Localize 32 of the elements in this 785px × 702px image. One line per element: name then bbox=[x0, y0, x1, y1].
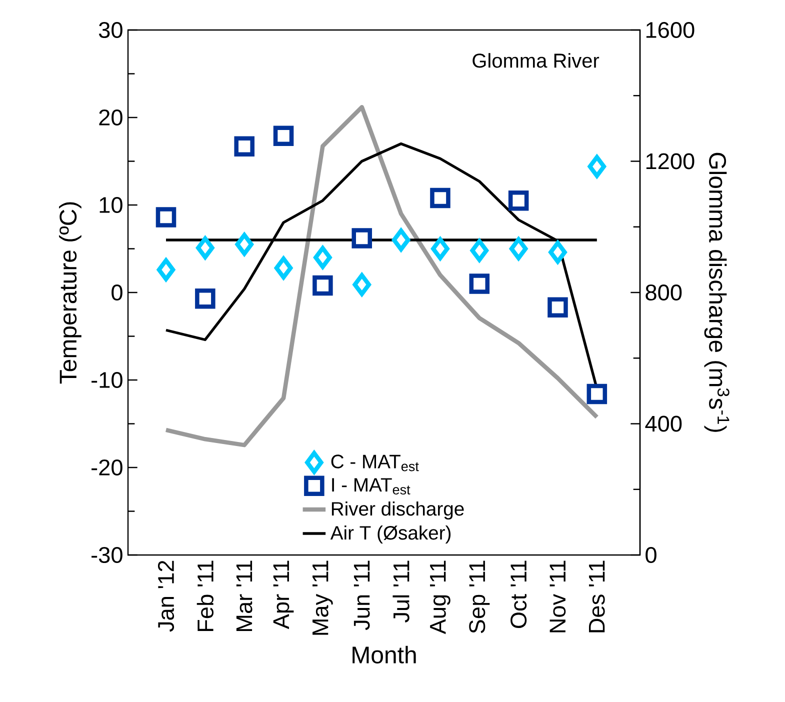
x-tick-label: Oct '11 bbox=[510, 560, 527, 628]
y2-tick-label: 400 bbox=[645, 416, 682, 432]
y-tick-label: -30 bbox=[92, 546, 122, 564]
y-tick-label: 10 bbox=[100, 196, 122, 214]
legend-label: River discharge bbox=[332, 501, 464, 520]
y-axis-title: Temperature (ºC) bbox=[59, 202, 82, 384]
x-tick-label: Feb '11 bbox=[196, 560, 214, 632]
y2-tick-label: 0 bbox=[646, 546, 656, 564]
x-tick-label: May '11 bbox=[312, 560, 333, 635]
legend-label: C - MAT$_{est}$ bbox=[331, 454, 419, 472]
y-tick-label: -20 bbox=[92, 459, 122, 476]
y2-tick-label: 1200 bbox=[646, 153, 694, 170]
x-tick-label: Sep '11 bbox=[469, 560, 490, 634]
legend-label: I - MAT$_{est}$ bbox=[332, 478, 410, 494]
x-tick-label: Aug '11 bbox=[430, 560, 450, 634]
y2-tick-label: 1600 bbox=[646, 22, 694, 38]
y-tick-label: 30 bbox=[98, 22, 122, 38]
x-tick-label: Des '11 bbox=[588, 560, 605, 632]
x-tick-label: Mar '11 bbox=[236, 560, 252, 632]
text: Glomma River bbox=[472, 53, 600, 68]
y2-axis-title: Glomma discharge (m$^{3}$s$^{-1}$) bbox=[704, 152, 730, 432]
y2-tick-label: 800 bbox=[646, 284, 682, 301]
y-tick-label: -10 bbox=[92, 372, 122, 388]
x-tick-label: Apr '11 bbox=[273, 560, 294, 630]
x-tick-label: Jun '11 bbox=[354, 560, 370, 630]
x-tick-label: Jan '12 bbox=[158, 560, 174, 632]
x-tick-label: Nov '11 bbox=[550, 560, 566, 632]
y-tick-label: 20 bbox=[99, 109, 122, 126]
x-tick-label: Jul '11 bbox=[392, 560, 410, 622]
x-axis-title: Month bbox=[352, 646, 416, 664]
y-tick-label: 0 bbox=[112, 284, 122, 301]
legend-label: Air T (Øsaker) bbox=[330, 526, 451, 544]
